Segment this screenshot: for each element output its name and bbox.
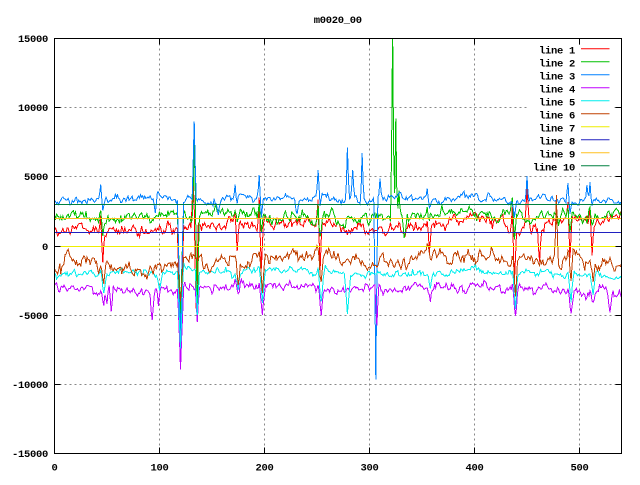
svg-text:-5000: -5000 [18, 311, 48, 323]
svg-text:500: 500 [570, 463, 588, 475]
svg-text:-15000: -15000 [12, 449, 48, 461]
svg-text:15000: 15000 [18, 34, 48, 46]
svg-text:300: 300 [360, 463, 378, 475]
svg-text:line 6: line 6 [539, 110, 575, 122]
svg-text:m0020_00: m0020_00 [314, 15, 362, 27]
svg-text:line 1: line 1 [539, 45, 575, 57]
svg-text:10000: 10000 [18, 103, 48, 115]
svg-text:0: 0 [51, 463, 57, 475]
svg-text:-10000: -10000 [12, 380, 48, 392]
svg-text:400: 400 [465, 463, 483, 475]
svg-text:line 3: line 3 [539, 71, 575, 83]
svg-text:5000: 5000 [24, 172, 48, 184]
svg-text:100: 100 [150, 463, 168, 475]
svg-text:line 9: line 9 [539, 149, 575, 161]
svg-text:line 8: line 8 [539, 136, 575, 148]
svg-text:line 4: line 4 [539, 84, 575, 96]
svg-text:line 10: line 10 [533, 162, 575, 174]
svg-text:line 5: line 5 [539, 97, 575, 109]
svg-text:0: 0 [42, 242, 48, 254]
svg-text:200: 200 [255, 463, 273, 475]
svg-text:line 7: line 7 [539, 123, 575, 135]
svg-text:line 2: line 2 [539, 58, 575, 70]
